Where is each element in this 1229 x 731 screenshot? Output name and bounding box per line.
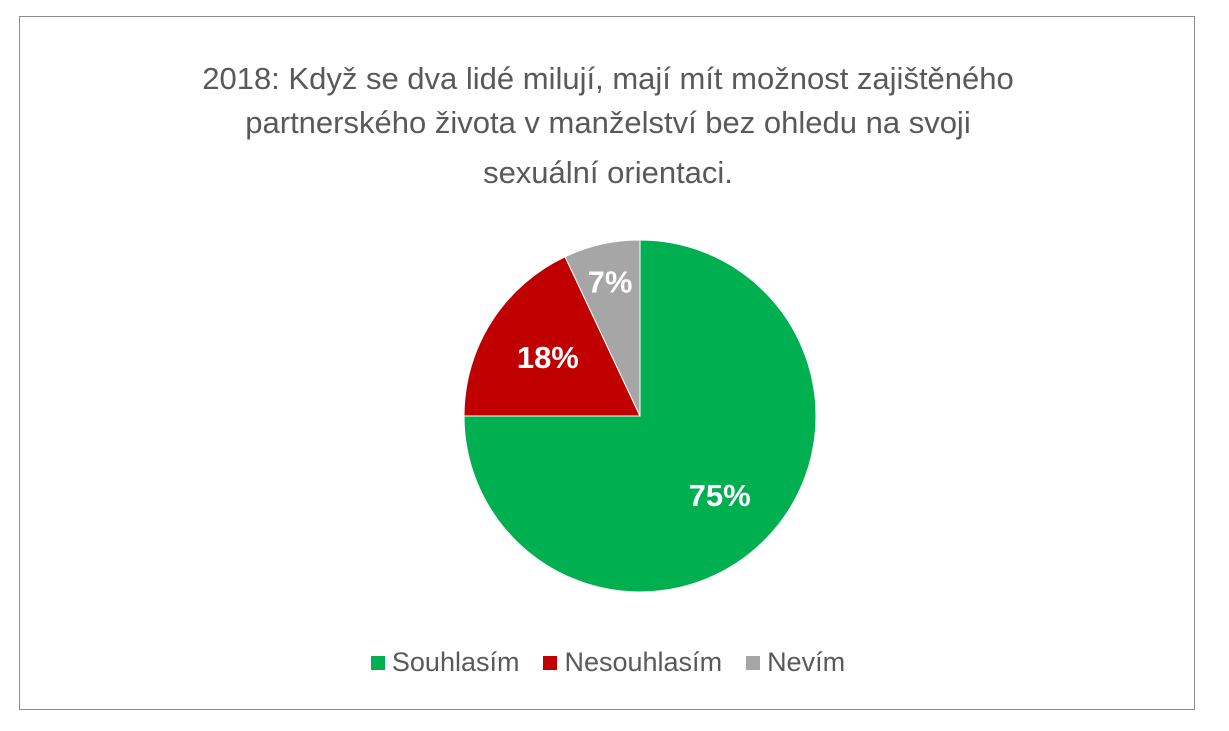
pie-slice-nesouhlasim bbox=[463, 256, 641, 417]
chart-title-line-3: sexuální orientaci. bbox=[483, 155, 733, 190]
chart-frame: 2018: Když se dva lidé milují, mají mít … bbox=[19, 16, 1195, 710]
legend-item-souhlasim: Souhlasím bbox=[370, 647, 520, 678]
legend-item-nevim: Nevím bbox=[746, 647, 845, 678]
pie-slice-souhlasim bbox=[463, 239, 817, 593]
legend-swatch-souhlasim bbox=[370, 655, 385, 670]
data-label-souhlasim: 75% bbox=[689, 478, 751, 513]
legend-item-nesouhlasim: Nesouhlasím bbox=[543, 647, 722, 678]
legend-swatch-nevim bbox=[746, 655, 761, 670]
pie-slice-nevim bbox=[564, 239, 641, 417]
chart-legend: Souhlasím Nesouhlasím Nevím bbox=[20, 647, 1196, 678]
chart-title-line-2: partnerského života v manželství bez ohl… bbox=[245, 105, 971, 140]
legend-label-souhlasim: Souhlasím bbox=[391, 647, 520, 677]
pie-chart: 75% 18% 7% bbox=[463, 239, 817, 593]
legend-label-nevim: Nevím bbox=[767, 647, 846, 677]
legend-swatch-nesouhlasim bbox=[543, 655, 558, 670]
chart-title-line-1: 2018: Když se dva lidé milují, mají mít … bbox=[202, 61, 1014, 96]
data-label-nevim: 7% bbox=[588, 265, 633, 300]
chart-title: 2018: Když se dva lidé milují, mají mít … bbox=[20, 57, 1196, 195]
legend-label-nesouhlasim: Nesouhlasím bbox=[564, 647, 723, 677]
data-label-nesouhlasim: 18% bbox=[517, 340, 579, 375]
